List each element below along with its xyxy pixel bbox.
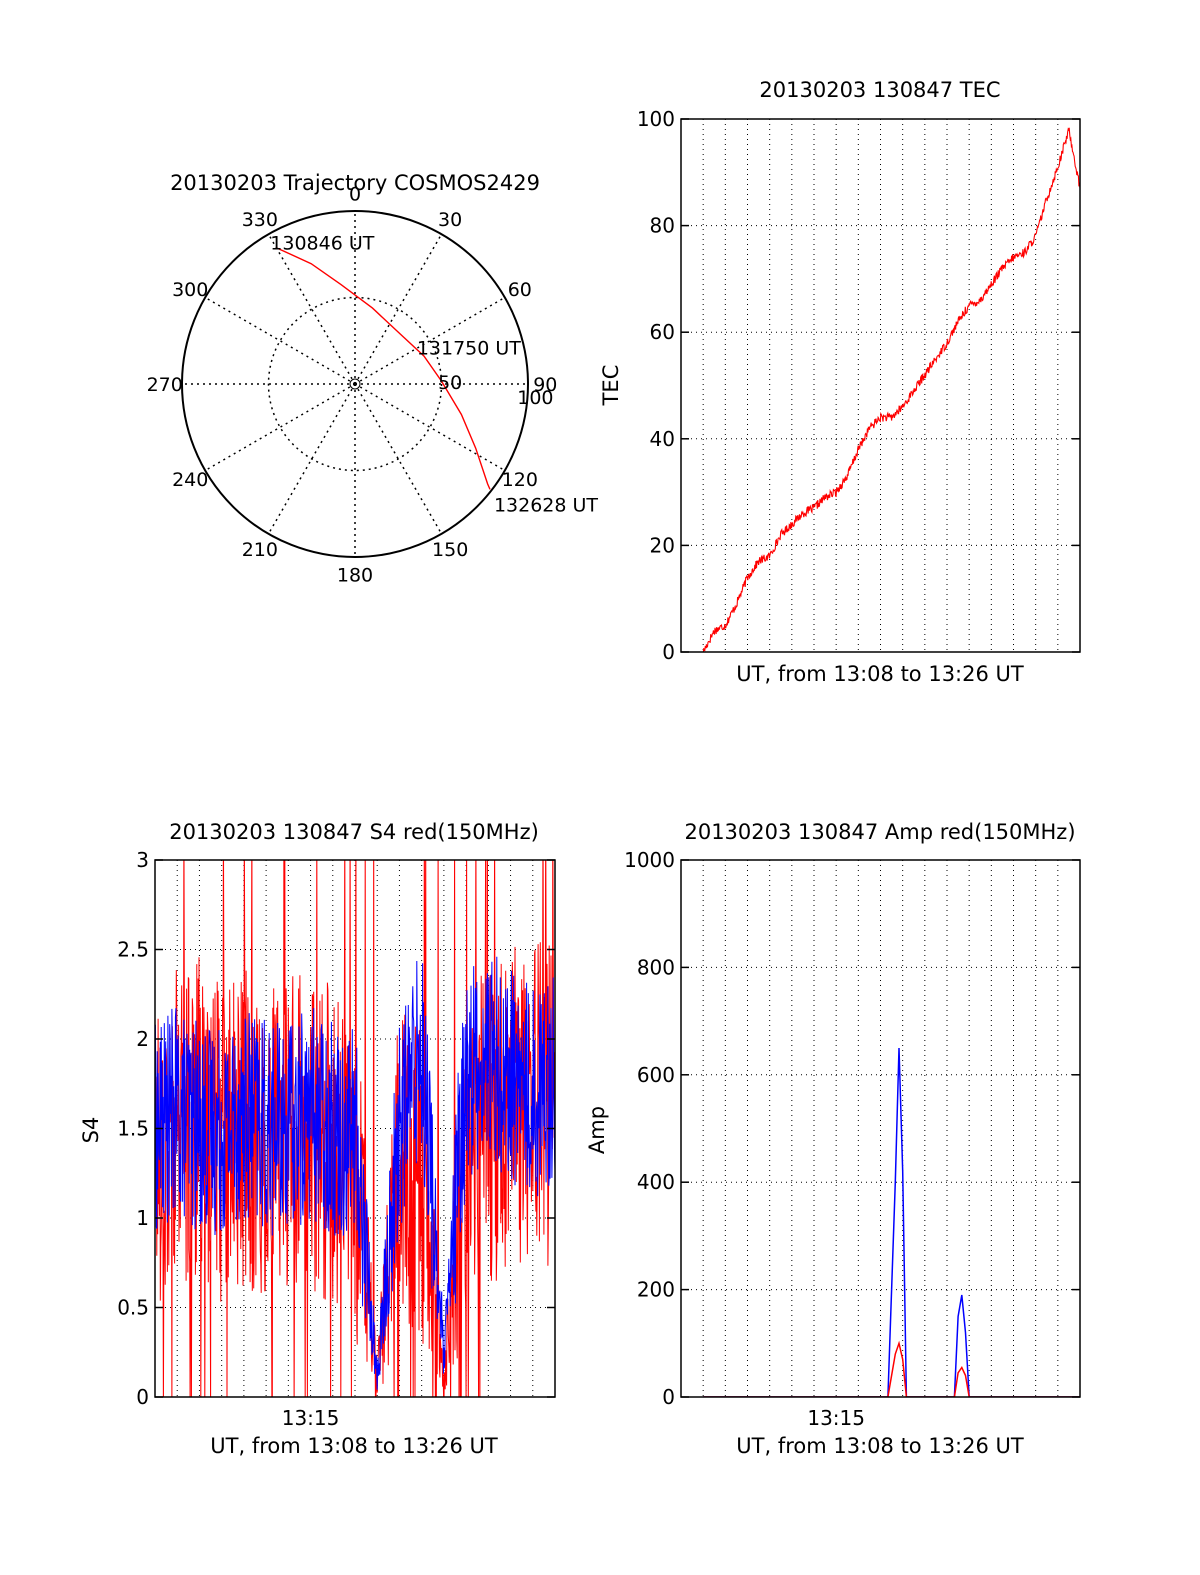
polar-spoke: [354, 233, 443, 385]
y-tick-label: 0: [662, 640, 675, 664]
y-tick-label: 3: [136, 848, 149, 872]
tec-panel: 20130203 130847 TEC UT, from 13:08 to 13…: [599, 78, 1081, 686]
polar-angle-label: 270: [147, 374, 183, 396]
polar-angle-label: 60: [508, 279, 532, 301]
s4-ylabel: S4: [79, 1117, 103, 1144]
y-tick-label: 60: [650, 320, 675, 344]
polar-spoke: [267, 233, 356, 385]
amp-panel: 20130203 130847 Amp red(150MHz) UT, from…: [585, 820, 1081, 1458]
y-tick-label: 0: [136, 1385, 149, 1409]
polar-spoke: [354, 383, 506, 472]
trajectory-path: [276, 247, 491, 490]
y-tick-label: 20: [650, 533, 675, 557]
y-tick-label: 100: [637, 107, 675, 131]
polar-grid: [181, 210, 529, 558]
polar-outer-circle: [181, 210, 529, 558]
y-tick-label: 2.5: [117, 938, 149, 962]
trajectory-time-label: 130846 UT: [270, 233, 374, 255]
y-tick-label: 0: [662, 1385, 675, 1409]
polar-angle-label: 120: [502, 469, 538, 491]
trajectory-polar-panel: 20130203 Trajectory COSMOS2429 50 100 0 30 6…: [147, 171, 599, 586]
polar-spoke: [354, 296, 506, 385]
y-tick-label: 1: [136, 1206, 149, 1230]
y-tick-label: 80: [650, 214, 675, 238]
plot-frame: [680, 118, 1081, 653]
s4-xlabel: UT, from 13:08 to 13:26 UT: [210, 1434, 498, 1458]
x-tick-label: 13:15: [807, 1406, 865, 1430]
polar-angle-labels: 50 100 0 30 60 90 120 150 180 210 240 270 300 3301308…: [147, 184, 599, 587]
tec-xlabel: UT, from 13:08 to 13:26 UT: [736, 662, 1024, 686]
y-tick-label: 2: [136, 1027, 149, 1051]
series-line-1: [155, 956, 555, 1390]
y-tick-label: 40: [650, 427, 675, 451]
polar-angle-label: 150: [432, 539, 468, 561]
polar-spoke: [204, 296, 356, 385]
polar-spoke: [354, 383, 443, 535]
y-tick-label: 1.5: [117, 1117, 149, 1141]
tec-ylabel: TEC: [599, 365, 623, 407]
series-group: [155, 860, 555, 1397]
polar-angle-label: 90: [533, 374, 557, 396]
s4-panel: 20130203 130847 S4 red(150MHz) UT, from …: [79, 820, 556, 1458]
amp-title: 20130203 130847 Amp red(150MHz): [684, 820, 1075, 844]
y-tick-label: 0.5: [117, 1296, 149, 1320]
amp-ylabel: Amp: [585, 1106, 609, 1154]
series-line-1: [703, 1340, 1080, 1397]
polar-angle-label: 180: [337, 564, 373, 586]
trajectory-time-label: 131750 UT: [417, 338, 521, 360]
polar-angle-label: 30: [438, 209, 462, 231]
polar-angle-label: 0: [349, 184, 361, 206]
y-tick-label: 800: [637, 955, 675, 979]
s4-title: 20130203 130847 S4 red(150MHz): [169, 820, 539, 844]
polar-spoke: [267, 383, 356, 535]
series-group: [703, 1047, 1080, 1397]
trajectory-title: 20130203 Trajectory COSMOS2429: [170, 171, 540, 195]
trajectory-time-label: 132628 UT: [494, 494, 598, 516]
series-line: [703, 1047, 1080, 1397]
polar-radial-label: 50: [438, 372, 462, 394]
polar-radial-circle: [267, 296, 443, 472]
trajectory-series: [276, 247, 491, 490]
tec-title: 20130203 130847 TEC: [759, 78, 1000, 102]
polar-center-circle: [349, 378, 361, 390]
plot-frame: [680, 859, 1081, 1398]
polar-spoke: [204, 383, 356, 472]
series-line: [702, 127, 1080, 652]
polar-angle-label: 210: [242, 539, 278, 561]
y-tick-label: 400: [637, 1170, 675, 1194]
y-tick-label: 600: [637, 1063, 675, 1087]
y-tick-label: 1000: [624, 848, 675, 872]
polar-radial-label: 100: [517, 387, 553, 409]
tec-plot-area: 0 20 40 60 80 100: [637, 107, 1081, 664]
series-group: [702, 127, 1080, 652]
polar-angle-label: 240: [172, 469, 208, 491]
y-tick-label: 200: [637, 1278, 675, 1302]
x-tick-label: 13:15: [282, 1406, 340, 1430]
s4-plot-area: 0 0.5 1 1.5 2 2.5 3 13:15: [117, 848, 556, 1430]
polar-angle-label: 330: [242, 209, 278, 231]
amp-xlabel: UT, from 13:08 to 13:26 UT: [736, 1434, 1024, 1458]
amp-plot-area: 0 200 400 600 800 1000 13:15: [624, 848, 1081, 1430]
polar-angle-label: 300: [172, 279, 208, 301]
